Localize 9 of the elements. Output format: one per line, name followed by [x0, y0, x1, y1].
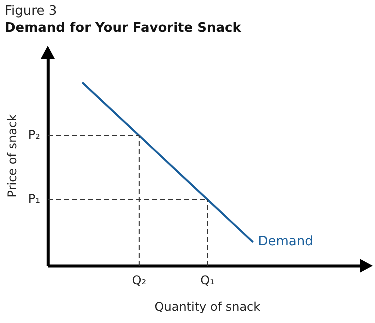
x-tick-label: Q₁ [200, 274, 216, 288]
caption: Figure 3 [5, 4, 58, 20]
ref-line-label: P₂ [28, 128, 41, 142]
ref-line-label: P₁ [28, 192, 41, 206]
y-axis-title: Price of snack [5, 114, 20, 198]
x-tick-label: Q₂ [132, 274, 147, 288]
series-label: Demand [258, 234, 314, 250]
x-axis-title: Quantity of snack [154, 300, 261, 314]
chart-title: Demand for Your Favorite Snack [5, 20, 242, 37]
